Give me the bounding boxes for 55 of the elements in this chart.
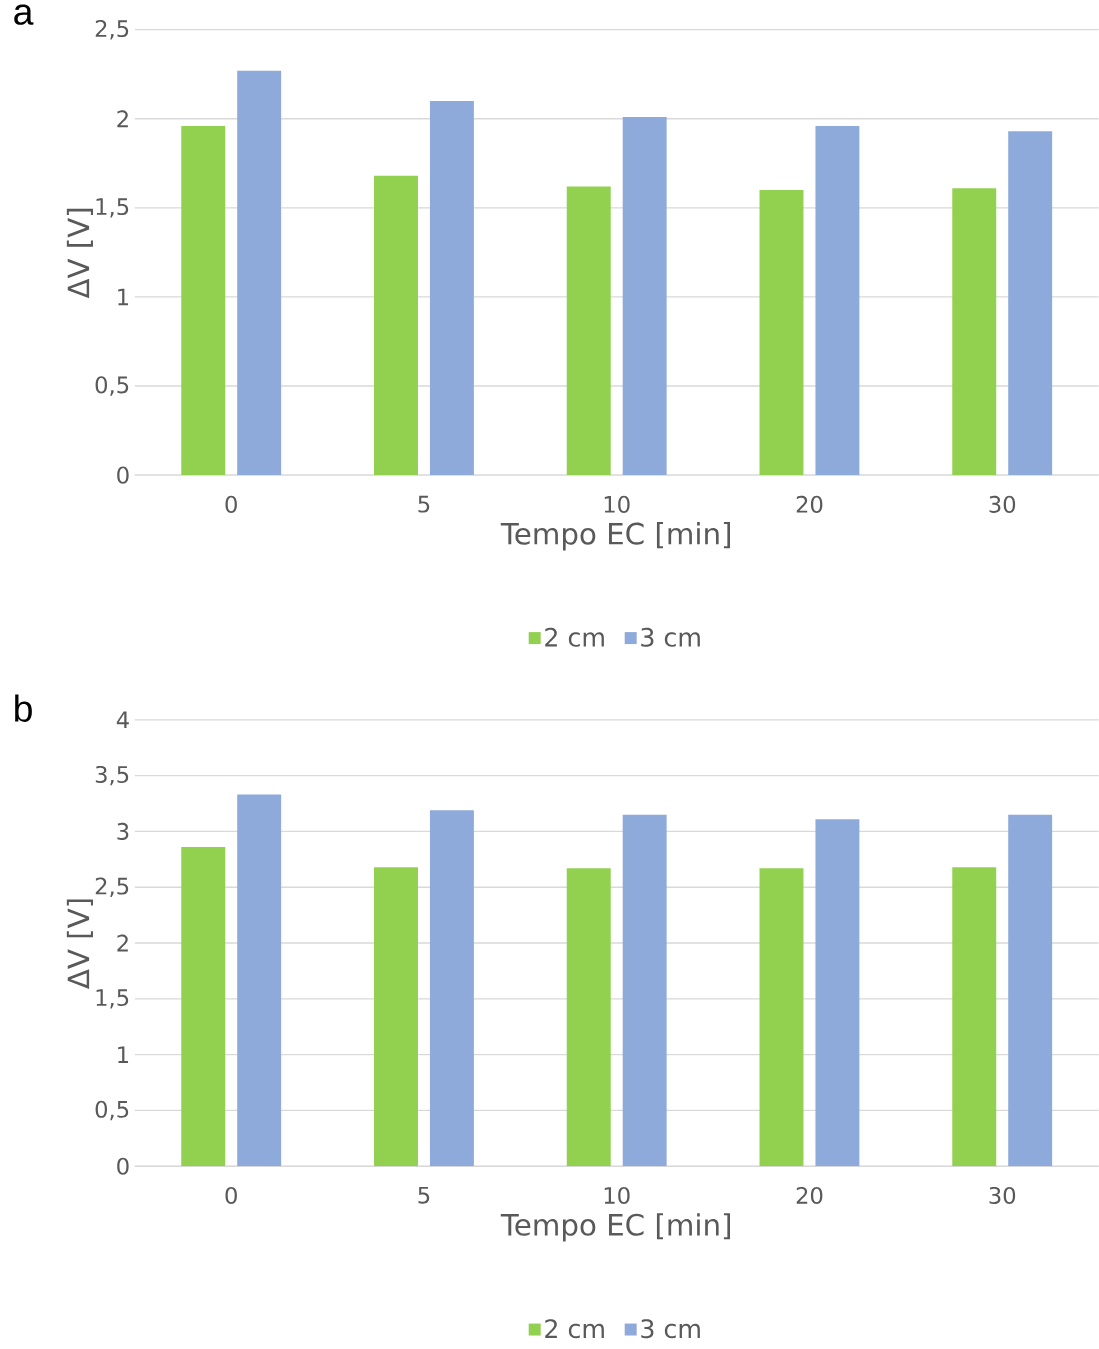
y-tick-label: 1	[118, 288, 128, 306]
bar	[952, 188, 997, 476]
y-tick-label: 2	[117, 934, 128, 952]
text: a	[14, 4, 34, 25]
bar	[566, 186, 611, 476]
y-tick-label: 0,5	[95, 1100, 129, 1121]
bar	[373, 867, 418, 1167]
legend-label: 3 cm	[641, 1319, 700, 1339]
bar	[237, 70, 282, 476]
x-tick-label: 30	[989, 1186, 1015, 1205]
y-tick-label: 1,5	[96, 198, 129, 218]
x-tick-label: 0	[225, 495, 237, 513]
y-tick-label: 4	[116, 711, 129, 729]
bar	[181, 847, 226, 1167]
x-tick-label: 0	[225, 1186, 237, 1205]
bar	[237, 794, 282, 1167]
x-tick-label: 5	[418, 1186, 430, 1204]
bar	[815, 819, 860, 1167]
x-tick-label: 30	[989, 495, 1015, 513]
y-tick-label: 2	[117, 110, 128, 128]
y-tick-label: 1,5	[96, 989, 129, 1009]
bar	[815, 125, 860, 476]
bar	[429, 100, 474, 476]
legend-label: 2 cm	[545, 1319, 604, 1339]
y-tick-label: 2,5	[95, 877, 129, 897]
x-tick-label: 20	[796, 495, 823, 513]
bar	[181, 125, 226, 476]
bar	[1008, 131, 1053, 476]
bar	[952, 867, 997, 1167]
bar	[373, 175, 418, 476]
text: b	[14, 694, 32, 722]
y-axis-title: ΔV [V]	[66, 208, 93, 299]
bar	[622, 117, 667, 476]
x-tick-label: 10	[604, 495, 630, 513]
y-tick-label: 0,5	[95, 376, 129, 396]
bar	[759, 190, 804, 476]
y-tick-label: 3	[117, 822, 129, 840]
bar	[1008, 814, 1053, 1167]
y-tick-label: 3,5	[95, 765, 129, 786]
y-tick-label: 1	[118, 1046, 128, 1063]
y-tick-label: 0	[117, 1157, 129, 1175]
legend-label: 2 cm	[545, 627, 604, 647]
y-tick-label: 2,5	[95, 19, 129, 40]
bar	[622, 814, 667, 1167]
y-tick-label: 0	[117, 466, 129, 484]
y-axis-title: ΔV [V]	[66, 899, 93, 989]
legend-label: 3 cm	[641, 627, 700, 647]
bar	[759, 868, 804, 1167]
x-axis-title: Tempo EC [min]	[500, 1213, 730, 1242]
bar	[566, 868, 611, 1167]
bar	[429, 810, 474, 1167]
x-tick-label: 10	[604, 1186, 630, 1205]
x-axis-title: Tempo EC [min]	[500, 522, 730, 551]
x-tick-label: 20	[796, 1186, 823, 1205]
x-tick-label: 5	[418, 495, 430, 513]
